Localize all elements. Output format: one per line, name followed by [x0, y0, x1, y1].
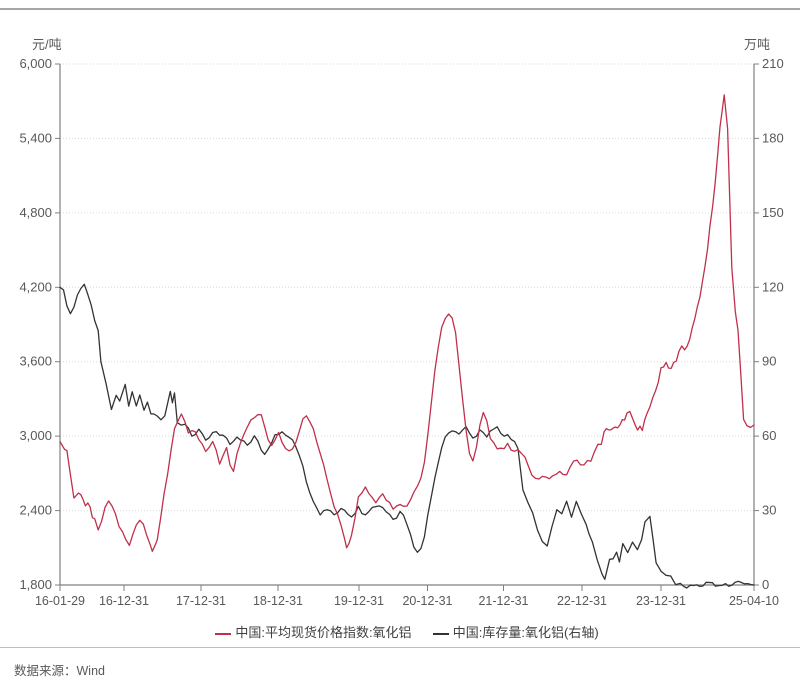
svg-text:150: 150 [762, 205, 784, 220]
svg-text:22-12-31: 22-12-31 [557, 594, 607, 608]
svg-text:4,800: 4,800 [19, 205, 52, 220]
svg-text:16-01-29: 16-01-29 [35, 594, 85, 608]
svg-text:25-04-10: 25-04-10 [729, 594, 779, 608]
svg-text:17-12-31: 17-12-31 [176, 594, 226, 608]
svg-text:210: 210 [762, 56, 784, 71]
svg-text:23-12-31: 23-12-31 [636, 594, 686, 608]
svg-text:1,800: 1,800 [19, 577, 52, 592]
svg-text:60: 60 [762, 428, 776, 443]
svg-text:3,600: 3,600 [19, 354, 52, 369]
svg-text:90: 90 [762, 354, 776, 369]
svg-text:3,000: 3,000 [19, 428, 52, 443]
svg-text:5,400: 5,400 [19, 130, 52, 145]
svg-text:2,400: 2,400 [19, 503, 52, 518]
svg-text:19-12-31: 19-12-31 [334, 594, 384, 608]
svg-text:180: 180 [762, 130, 784, 145]
svg-text:0: 0 [762, 577, 769, 592]
svg-text:16-12-31: 16-12-31 [99, 594, 149, 608]
svg-text:4,200: 4,200 [19, 279, 52, 294]
svg-text:18-12-31: 18-12-31 [253, 594, 303, 608]
svg-text:21-12-31: 21-12-31 [478, 594, 528, 608]
svg-text:30: 30 [762, 503, 776, 518]
svg-text:20-12-31: 20-12-31 [402, 594, 452, 608]
svg-text:6,000: 6,000 [19, 56, 52, 71]
svg-text:120: 120 [762, 279, 784, 294]
